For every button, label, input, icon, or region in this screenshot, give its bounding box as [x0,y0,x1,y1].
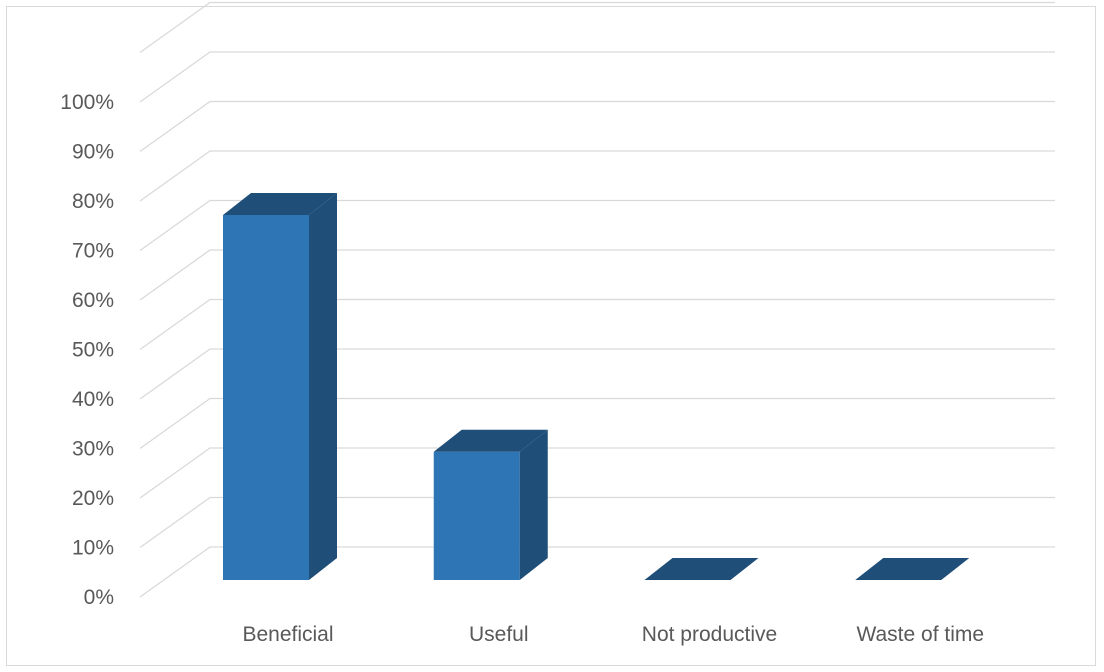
gridline [139,249,1055,301]
x-category-label: Beneficial [242,623,333,646]
gridline [139,397,1055,450]
gridline [139,199,1055,252]
y-axis-tick-labels: 0% 10% 20% 30% 40% 50% 60% 70% 80% 90% 100% [60,91,114,609]
y-tick-label: 30% [72,438,114,461]
bar-top [644,558,759,580]
y-tick-label: 90% [72,141,114,164]
bars [223,193,970,580]
x-axis-category-labels: Beneficial Useful Not productive Waste of t… [242,623,984,646]
gridline [139,298,1055,351]
y-tick-label: 40% [72,388,114,411]
bar-side [519,429,548,580]
y-tick-label: 80% [72,190,114,213]
gridline [139,150,1055,202]
gridline [139,1,1055,54]
bar-top [223,193,337,215]
bar-side [309,193,337,580]
y-tick-label: 100% [60,91,114,114]
y-tick-label: 20% [72,487,114,510]
y-tick-label: 0% [84,586,114,609]
gridline [139,447,1055,499]
chart-frame [6,6,1096,666]
bar-top [433,429,548,452]
gridline [139,100,1055,153]
bar-front [223,215,309,580]
gridline [139,546,1055,598]
y-tick-label: 50% [72,339,114,362]
y-tick-label: 70% [72,240,114,263]
x-category-label: Useful [469,623,529,646]
x-category-label: Waste of time [856,623,984,646]
bar-front [433,451,520,580]
gridlines [139,1,1055,598]
bar-top [855,558,970,580]
gridline [139,51,1055,103]
x-category-label: Not productive [642,623,777,646]
gridline [139,348,1055,400]
y-tick-label: 60% [72,289,114,312]
gridline [139,496,1055,549]
y-tick-label: 10% [72,537,114,560]
